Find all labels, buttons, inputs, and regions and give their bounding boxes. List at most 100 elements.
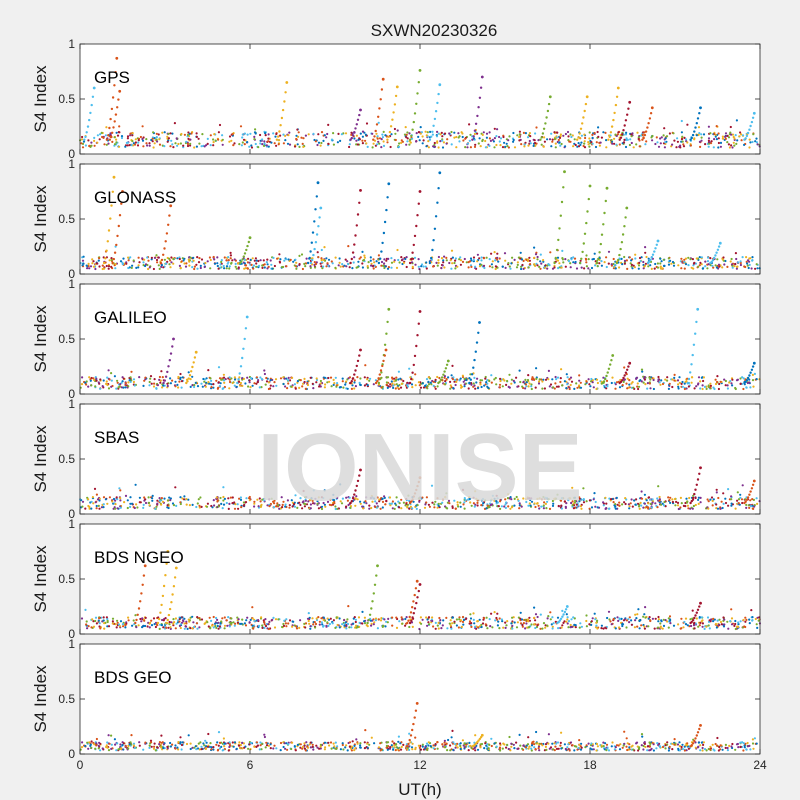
- data-point: [394, 94, 398, 98]
- data-point: [162, 266, 165, 269]
- data-point: [407, 494, 410, 497]
- data-point: [93, 139, 96, 142]
- data-point: [415, 140, 418, 143]
- data-point: [236, 381, 239, 385]
- data-point: [447, 499, 451, 502]
- data-point: [93, 378, 96, 382]
- data-point: [372, 618, 375, 621]
- data-point: [493, 378, 496, 381]
- data-point: [382, 144, 386, 147]
- data-point: [489, 625, 492, 628]
- data-point: [193, 267, 196, 271]
- data-point: [111, 620, 114, 623]
- data-point: [399, 386, 403, 389]
- data-point: [364, 364, 367, 367]
- data-point: [687, 377, 691, 381]
- data-point: [729, 620, 732, 623]
- data-point: [142, 136, 145, 139]
- data-point: [615, 381, 619, 384]
- data-point: [369, 259, 372, 262]
- data-point: [124, 382, 127, 385]
- data-point: [572, 261, 575, 264]
- data-point: [502, 626, 505, 629]
- data-point: [122, 257, 125, 260]
- data-point: [560, 266, 563, 269]
- data-point: [618, 626, 621, 629]
- data-point: [727, 136, 731, 139]
- data-point: [746, 264, 749, 267]
- data-point: [490, 503, 494, 506]
- data-point: [508, 135, 511, 138]
- data-point: [365, 122, 369, 125]
- data-point: [164, 262, 167, 265]
- data-point: [658, 495, 661, 499]
- data-point: [619, 136, 623, 139]
- data-point: [638, 627, 641, 630]
- data-points: [79, 307, 761, 391]
- data-point: [543, 140, 547, 143]
- data-point: [546, 267, 549, 270]
- data-point: [623, 501, 626, 504]
- data-point: [372, 258, 375, 261]
- data-point: [497, 260, 500, 263]
- data-point: [618, 266, 621, 269]
- data-point: [542, 127, 546, 130]
- data-point: [737, 621, 740, 624]
- data-point: [248, 145, 251, 148]
- data-point: [267, 133, 270, 136]
- data-point: [371, 500, 374, 503]
- data-point: [417, 258, 420, 261]
- data-point: [618, 143, 621, 146]
- data-point: [278, 261, 282, 264]
- data-point: [129, 134, 132, 137]
- data-point: [405, 616, 408, 619]
- data-point: [383, 354, 386, 357]
- data-point: [169, 626, 172, 629]
- data-point: [554, 375, 557, 379]
- data-point: [593, 612, 596, 615]
- data-point: [459, 256, 462, 259]
- data-point: [105, 126, 108, 129]
- data-point: [438, 171, 442, 175]
- data-point: [132, 380, 135, 384]
- data-point: [441, 264, 444, 267]
- data-point: [219, 266, 222, 269]
- data-point: [238, 384, 242, 387]
- data-point: [141, 617, 144, 620]
- data-point: [750, 609, 753, 612]
- data-point: [597, 257, 600, 261]
- data-point: [714, 382, 718, 386]
- data-point: [189, 142, 192, 145]
- data-point: [712, 146, 715, 149]
- data-point: [749, 371, 752, 374]
- data-point: [420, 622, 423, 625]
- data-point: [361, 142, 364, 145]
- data-point: [259, 142, 262, 145]
- data-point: [111, 190, 115, 193]
- data-point: [701, 387, 704, 391]
- data-point: [617, 619, 620, 623]
- data-point: [439, 133, 442, 136]
- data-point: [393, 260, 396, 263]
- data-point: [496, 266, 499, 269]
- data-point: [157, 264, 160, 267]
- data-point: [643, 502, 647, 505]
- data-point: [96, 141, 99, 144]
- data-point: [344, 258, 347, 261]
- data-point: [259, 133, 262, 137]
- data-point: [175, 137, 178, 140]
- data-point: [121, 380, 124, 383]
- data-point: [215, 616, 218, 620]
- data-point: [681, 140, 684, 143]
- data-point: [119, 260, 123, 263]
- data-point: [351, 251, 355, 254]
- data-point: [478, 321, 481, 324]
- data-point: [397, 378, 400, 381]
- data-point: [642, 267, 645, 270]
- data-point: [328, 622, 331, 626]
- data-point: [222, 387, 225, 390]
- data-point: [327, 258, 331, 261]
- data-point: [684, 138, 688, 141]
- data-point: [320, 617, 323, 620]
- data-point: [522, 380, 525, 383]
